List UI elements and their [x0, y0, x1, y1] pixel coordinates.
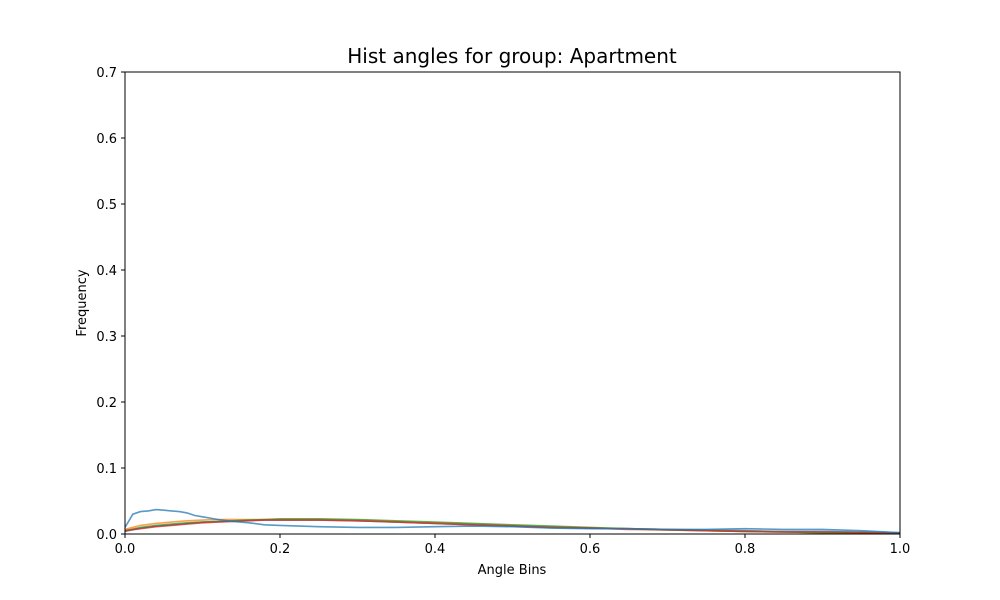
x-tick-label: 0.4 — [425, 542, 446, 557]
y-tick-label: 0.3 — [96, 330, 117, 345]
y-tick-label: 0.0 — [96, 528, 117, 543]
x-tick-label: 0.2 — [270, 542, 291, 557]
y-tick-label: 0.6 — [96, 132, 117, 147]
y-tick-label: 0.1 — [96, 462, 117, 477]
chart-title: Hist angles for group: Apartment — [347, 44, 677, 68]
x-tick-label: 1.0 — [890, 542, 911, 557]
y-axis-title: Frequency — [75, 269, 90, 336]
series-line-4 — [124, 519, 901, 535]
series-line-5 — [124, 508, 901, 534]
x-tick-label: 0.8 — [735, 542, 756, 557]
y-tick-label: 0.2 — [96, 396, 117, 411]
x-tick-label: 0.0 — [115, 542, 136, 557]
y-tick-label: 0.5 — [96, 198, 117, 213]
x-axis-title: Angle Bins — [478, 563, 547, 578]
y-tick-label: 0.4 — [96, 264, 117, 279]
x-axis: 0.0 0.2 0.4 0.6 0.8 1.0 — [115, 534, 911, 557]
plot-frame — [124, 71, 901, 535]
y-tick-label: 0.7 — [96, 66, 117, 81]
y-axis: 0.0 0.1 0.2 0.3 0.4 0.5 0.6 0.7 — [96, 66, 125, 543]
x-tick-label: 0.6 — [580, 542, 601, 557]
plot-lines — [124, 508, 901, 535]
